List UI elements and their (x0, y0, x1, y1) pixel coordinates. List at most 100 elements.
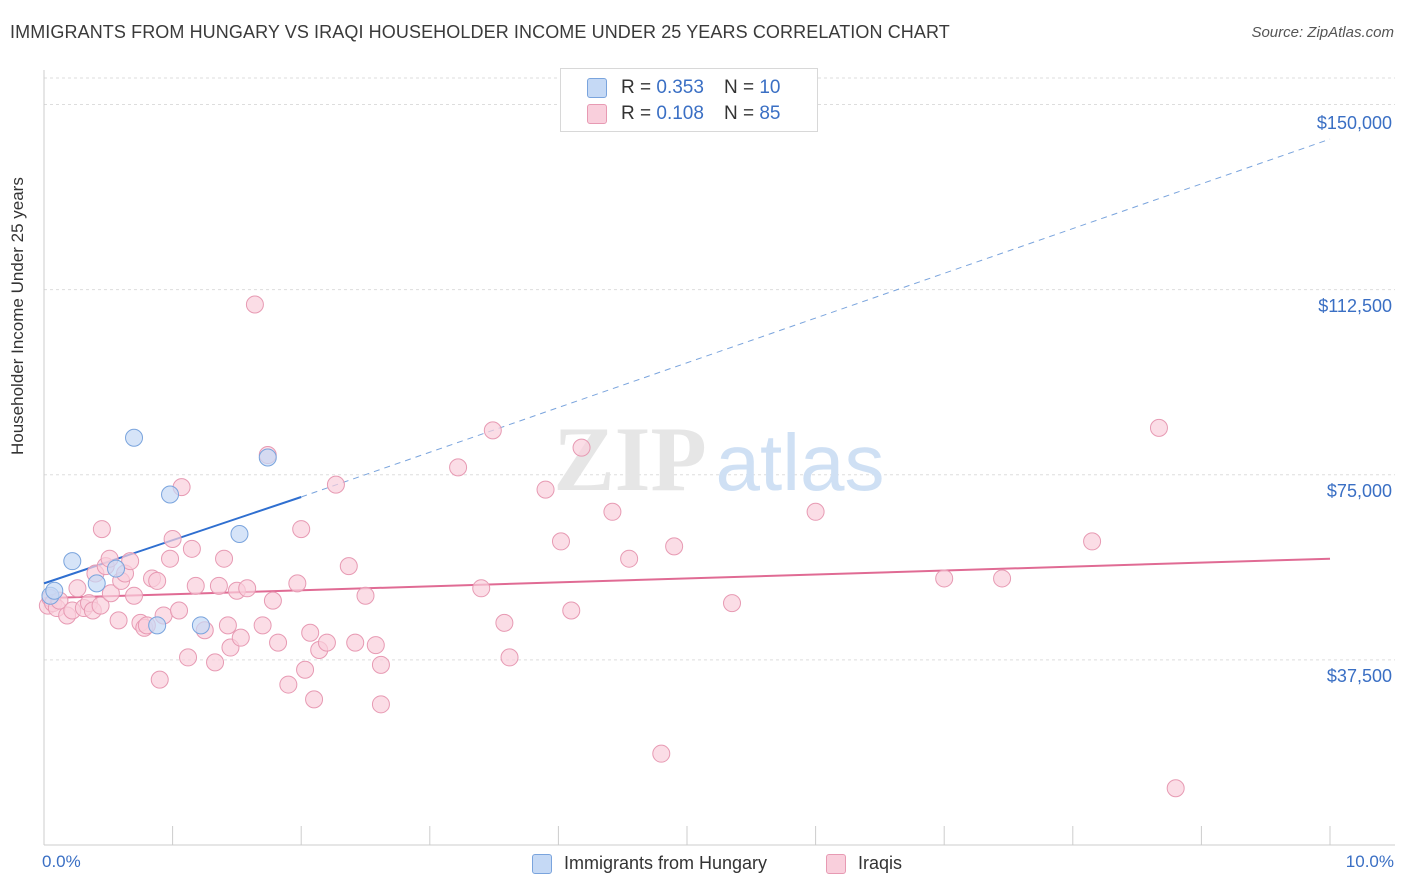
iraqis-point (296, 660, 315, 679)
y-tick-label: $112,500 (1318, 295, 1392, 316)
iraqis-point (163, 529, 182, 548)
iraqis-legend-swatch (826, 853, 846, 874)
n-label: N = (723, 77, 755, 98)
hungary-point (191, 616, 210, 635)
iraqis-point (483, 421, 502, 440)
legend-item-iraqis[interactable]: Iraqis (826, 853, 902, 874)
iraqis-point (305, 690, 324, 709)
hungary-point (45, 581, 64, 600)
iraqis-point (253, 616, 272, 635)
iraqis-point (551, 532, 570, 551)
y-tick-label: $37,500 (1326, 665, 1392, 686)
hungary-point (161, 485, 180, 504)
legend-label-iraqis: Iraqis (858, 853, 903, 873)
chart-title: IMMIGRANTS FROM HUNGARY VS IRAQI HOUSEHO… (10, 22, 950, 42)
iraqis-point (101, 584, 120, 603)
stats-row-iraqis: R = 0.108 N = 85 (587, 103, 780, 125)
iraqis-point (1149, 418, 1168, 437)
iraqis-swatch (587, 104, 607, 124)
r-label: R = (621, 103, 652, 124)
iraqis-point (245, 295, 264, 314)
legend-label-hungary: Immigrants from Hungary (564, 853, 768, 873)
iraqis-point (92, 520, 111, 539)
iraqis-point (1166, 779, 1185, 798)
y-tick-label: $75,000 (1326, 480, 1392, 501)
legend-item-hungary[interactable]: Immigrants from Hungary (532, 853, 767, 874)
iraqis-point (109, 611, 128, 630)
iraqis-point (186, 576, 205, 595)
iraqis-point (182, 539, 201, 558)
hungary-point (63, 552, 82, 571)
n-value: 85 (759, 103, 781, 124)
iraqis-point (652, 744, 671, 763)
iraqis-point (1083, 532, 1102, 551)
iraqis-point (620, 549, 639, 568)
source-label: Source: ZipAtlas.com (1251, 24, 1394, 41)
r-value: 0.108 (656, 103, 704, 124)
iraqis-point (603, 502, 622, 521)
iraqis-point (371, 655, 390, 674)
iraqis-point (665, 537, 684, 556)
hungary-point (230, 525, 249, 544)
hungary-trend-extension (301, 138, 1331, 498)
iraqis-point (238, 579, 257, 598)
iraqis-point (179, 648, 198, 667)
iraqis-point (91, 596, 110, 615)
iraqis-point (206, 653, 225, 672)
x-tick-label: 0.0% (42, 852, 81, 871)
iraqis-point (125, 586, 144, 605)
iraqis-point (723, 594, 742, 613)
iraqis-point (150, 670, 169, 689)
iraqis-point (269, 633, 288, 652)
series-legend: Immigrants from Hungary Iraqis (0, 850, 1406, 878)
iraqis-point (346, 633, 365, 652)
n-value: 10 (759, 77, 781, 98)
iraqis-point (449, 458, 468, 477)
hungary-point (87, 574, 106, 593)
hungary-point (258, 448, 277, 467)
iraqis-point (209, 576, 228, 595)
iraqis-point (806, 502, 825, 521)
iraqis-point (161, 549, 180, 568)
iraqis-point (339, 557, 358, 576)
iraqis-point (288, 574, 307, 593)
hungary-point (125, 428, 144, 447)
hungary-swatch (587, 78, 607, 98)
iraqis-point (366, 636, 385, 655)
grid (44, 77, 1395, 661)
iraqis-point (326, 475, 345, 494)
iraqis-point (170, 601, 189, 620)
iraqis-point (500, 648, 519, 667)
watermark: ZIP (553, 408, 706, 510)
hungary-point (107, 559, 126, 578)
axes (43, 70, 1395, 846)
iraqis-point (935, 569, 954, 588)
hungary-legend-swatch (532, 853, 552, 874)
iraqis-point (572, 438, 591, 457)
hungary-point (148, 616, 167, 635)
stats-row-hungary: R = 0.353 N = 10 (587, 77, 780, 99)
iraqis-point (495, 613, 514, 632)
iraqis-point (536, 480, 555, 499)
x-tick-label: 10.0% (1345, 852, 1394, 871)
iraqis-point (993, 569, 1012, 588)
iraqis-point (279, 675, 298, 694)
iraqis-point (371, 695, 390, 714)
iraqis-point (218, 616, 237, 635)
iraqis-point (148, 571, 167, 590)
iraqis-point (263, 591, 282, 610)
iraqis-point (317, 633, 336, 652)
iraqis-point (121, 552, 140, 571)
watermark-atlas: atlas (716, 418, 885, 507)
iraqis-point (292, 520, 311, 539)
n-label: N = (723, 103, 755, 124)
iraqis-point (231, 628, 250, 647)
y-axis-label: Householder Income Under 25 years (8, 177, 27, 455)
iraqis-point (68, 579, 87, 598)
iraqis-point (301, 623, 320, 642)
iraqis-point (356, 586, 375, 605)
iraqis-point (215, 549, 234, 568)
r-value: 0.353 (656, 77, 704, 98)
iraqis-point (472, 579, 491, 598)
